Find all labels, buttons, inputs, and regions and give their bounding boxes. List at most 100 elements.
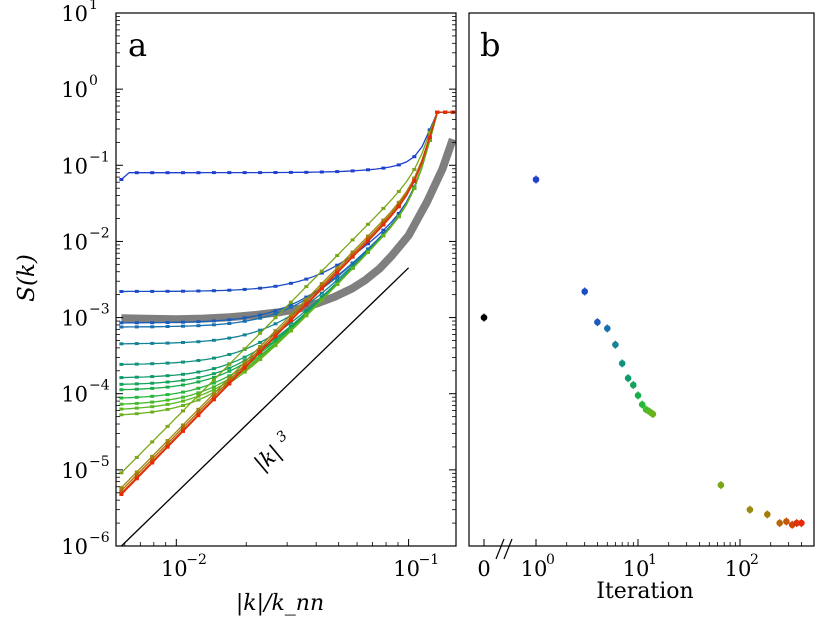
series-3 xyxy=(119,110,455,325)
y-tick-exp: −1 xyxy=(89,149,110,165)
data-point xyxy=(119,493,124,496)
points-group xyxy=(480,175,805,529)
data-point xyxy=(258,345,263,348)
data-point xyxy=(211,319,216,323)
data-point xyxy=(134,342,139,346)
marker xyxy=(793,519,800,527)
data-point xyxy=(196,407,201,411)
data-point xyxy=(211,388,216,392)
data-point xyxy=(366,239,370,243)
data-point xyxy=(258,354,263,358)
data-point xyxy=(150,454,155,458)
data-point xyxy=(181,409,185,413)
point xyxy=(638,400,646,409)
data-point xyxy=(181,171,185,175)
data-point xyxy=(335,275,340,279)
data-point xyxy=(304,170,309,174)
marker xyxy=(604,325,611,332)
data-point xyxy=(134,412,139,416)
marker xyxy=(532,176,540,183)
data-point xyxy=(335,266,340,270)
data-point xyxy=(150,321,155,325)
annotation-text: |k| xyxy=(250,440,287,476)
data-point xyxy=(396,200,401,204)
data-point xyxy=(258,350,263,354)
data-point xyxy=(181,289,185,293)
point xyxy=(480,313,488,322)
data-point xyxy=(258,358,263,361)
data-point xyxy=(119,382,124,386)
data-point xyxy=(134,470,139,474)
data-point xyxy=(412,179,417,183)
data-point xyxy=(242,171,247,175)
data-point xyxy=(165,325,170,328)
y-axis-label: S(k) xyxy=(14,254,40,302)
data-point xyxy=(119,321,124,325)
data-point xyxy=(258,340,263,344)
data-point xyxy=(335,278,340,282)
data-point xyxy=(288,303,293,307)
data-point xyxy=(350,169,355,173)
data-point xyxy=(242,316,247,320)
data-point xyxy=(181,372,185,376)
x-tick-exp: −1 xyxy=(419,552,440,568)
data-point xyxy=(304,285,309,289)
marker xyxy=(638,401,646,408)
data-point xyxy=(211,394,216,398)
series-9 xyxy=(119,110,455,392)
data-point xyxy=(165,393,170,397)
x-axis-label: |k|/k_nn xyxy=(236,591,324,616)
x-axis-label-b: Iteration xyxy=(596,579,693,604)
data-point xyxy=(366,168,370,172)
data-point xyxy=(119,178,124,181)
x-tick-exp-b: 0 xyxy=(546,552,555,568)
marker xyxy=(783,518,790,525)
data-point xyxy=(119,325,124,329)
series-14 xyxy=(119,110,455,475)
data-point xyxy=(381,166,386,170)
data-point xyxy=(227,369,232,373)
y-tick-label: 10 xyxy=(61,78,88,102)
series-1 xyxy=(119,110,455,181)
data-point xyxy=(150,325,155,329)
data-point xyxy=(211,338,216,342)
data-point xyxy=(288,329,293,333)
data-point xyxy=(211,372,216,376)
data-point xyxy=(242,363,247,367)
data-point xyxy=(165,424,170,428)
data-point xyxy=(196,414,201,418)
data-point xyxy=(288,321,293,325)
data-point xyxy=(319,291,324,295)
data-point xyxy=(273,335,278,338)
data-point xyxy=(211,385,216,389)
panel-letter-b: b xyxy=(480,26,500,64)
y-tick-exp: 1 xyxy=(89,0,98,13)
data-point xyxy=(366,242,370,246)
marker xyxy=(717,481,725,489)
data-point xyxy=(288,300,293,304)
data-point xyxy=(211,323,216,327)
data-point xyxy=(396,205,401,209)
series-line xyxy=(120,111,453,495)
data-point xyxy=(319,269,324,273)
y-tick-label: 10 xyxy=(61,307,88,331)
data-point xyxy=(258,347,263,351)
x-tick-exp: −2 xyxy=(186,552,207,568)
point xyxy=(618,359,626,368)
data-point xyxy=(150,405,155,409)
data-point xyxy=(227,353,232,356)
y-tick-exp: −2 xyxy=(89,225,110,241)
data-point xyxy=(150,461,155,465)
data-point xyxy=(119,396,124,400)
y-tick-label: 10 xyxy=(61,154,88,178)
data-point xyxy=(165,402,170,406)
x-tick-exp-b: 2 xyxy=(750,552,759,568)
data-point xyxy=(196,289,201,293)
data-point xyxy=(242,359,247,363)
data-point xyxy=(134,362,139,366)
data-point xyxy=(134,375,139,379)
data-point xyxy=(273,339,278,343)
data-point xyxy=(134,406,139,410)
data-point xyxy=(134,325,139,329)
data-point xyxy=(319,298,324,302)
